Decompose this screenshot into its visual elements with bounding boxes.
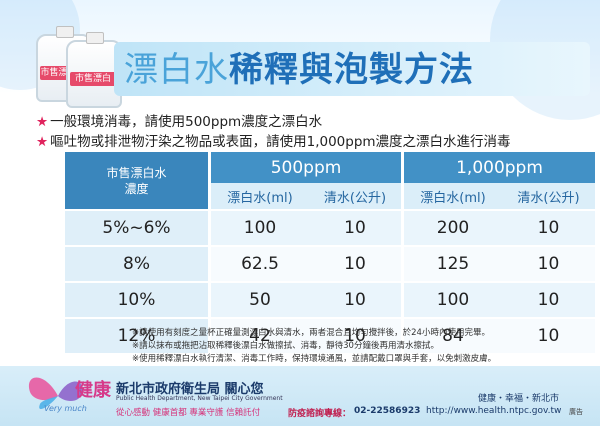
concentration-cell: 8% [65,245,210,282]
value-cell: 200 [401,209,502,246]
note-item: ※使用稀釋漂白水執行清潔、消毒工作時，保持環境通風，並請配戴口罩與手套，以免刺激… [132,354,497,364]
organization-english: Public Health Department, New Taipei Cit… [116,395,283,402]
note-item: ※請使用有刻度之量杯正確量測漂白水與清水，兩者混合且均勻攪拌後，於24小時內使用… [132,328,490,338]
group-header-1000ppm: 1,000ppm [401,152,595,183]
value-cell: 10 [309,245,403,282]
value-cell: 42 [208,317,309,353]
note-item: ※請以抹布或拖把沾取稀釋後漂白水做擦拭、消毒，靜待30分鐘後再用清水擦拭。 [132,341,439,351]
website-link[interactable]: http://www.health.ntpc.gov.tw [426,406,562,416]
concentration-cell: 12% [65,317,210,353]
value-cell: 125 [401,245,502,282]
value-cell: 100 [401,281,502,318]
table-row: 12% 42 10 84 10 [65,317,595,353]
butterfly-logo-icon [28,377,83,410]
star-icon: ★ [36,134,49,150]
sub-header: 漂白水(ml) [401,183,502,210]
value-cell: 10 [502,209,595,246]
value-cell: 10 [502,245,595,282]
slogans: 從心感動 健康首都 專業守護 信賴託付 [116,408,261,418]
value-cell: 10 [309,209,403,246]
star-icon: ★ [36,114,49,130]
bottle-label: 市售漂白 [70,72,116,86]
title-part-1: 漂白水 [124,50,229,90]
sub-header: 清水(公升) [502,183,595,210]
page-title: 漂白水稀釋與泡製方法 [124,44,474,96]
footer [0,366,600,426]
dilution-table: 市售漂白水 濃度 500ppm 1,000ppm 漂白水(ml) 清水(公升) … [65,152,595,353]
value-cell: 10 [309,281,403,318]
table-row: 5%~6% 100 10 200 10 [65,209,595,246]
value-cell: 10 [309,317,403,353]
instruction-item: ★ 一般環境消毒，請使用500ppm濃度之漂白水 [36,114,323,130]
logo-word: 健康 [75,380,111,401]
concentration-header: 市售漂白水 濃度 [65,152,210,210]
concentration-cell: 10% [65,281,210,318]
instruction-item: ★ 嘔吐物或排泄物汙染之物品或表面，請使用1,000ppm濃度之漂白水進行消毒 [36,134,511,150]
organization-name: 新北市政府衛生局 關心您 [116,382,264,397]
hotline-number: 02-22586923 [354,406,421,416]
notes: ※請使用有刻度之量杯正確量測漂白水與清水，兩者混合且均勻攪拌後，於24小時內使用… [132,327,592,366]
value-cell: 62.5 [208,245,309,282]
value-cell: 10 [502,317,595,353]
value-cell: 10 [502,281,595,318]
ad-mark: 廣告 [569,408,583,416]
sub-header: 漂白水(ml) [208,183,309,210]
value-cell: 84 [401,317,502,353]
title-part-3: 泡製方法 [334,50,474,90]
value-cell: 50 [208,281,309,318]
table-row: 8% 62.5 10 125 10 [65,245,595,282]
table-row: 10% 50 10 100 10 [65,281,595,318]
logo-tagline: Very much [44,404,87,413]
sub-header: 清水(公升) [309,183,403,210]
instructions: ★ 一般環境消毒，請使用500ppm濃度之漂白水 ★ 嘔吐物或排泄物汙染之物品或表面… [36,112,596,152]
title-banner [114,42,590,96]
bleach-bottle-icon: 市售漂白 [66,32,122,108]
value-cell: 100 [208,209,309,246]
concentration-cell: 5%~6% [65,209,210,246]
group-header-500ppm: 500ppm [208,152,403,183]
motto: 健康・幸福・新北市 [478,394,560,404]
title-part-2: 稀釋與 [229,50,334,90]
hotline-label: 防疫諮詢專線： [288,409,352,419]
